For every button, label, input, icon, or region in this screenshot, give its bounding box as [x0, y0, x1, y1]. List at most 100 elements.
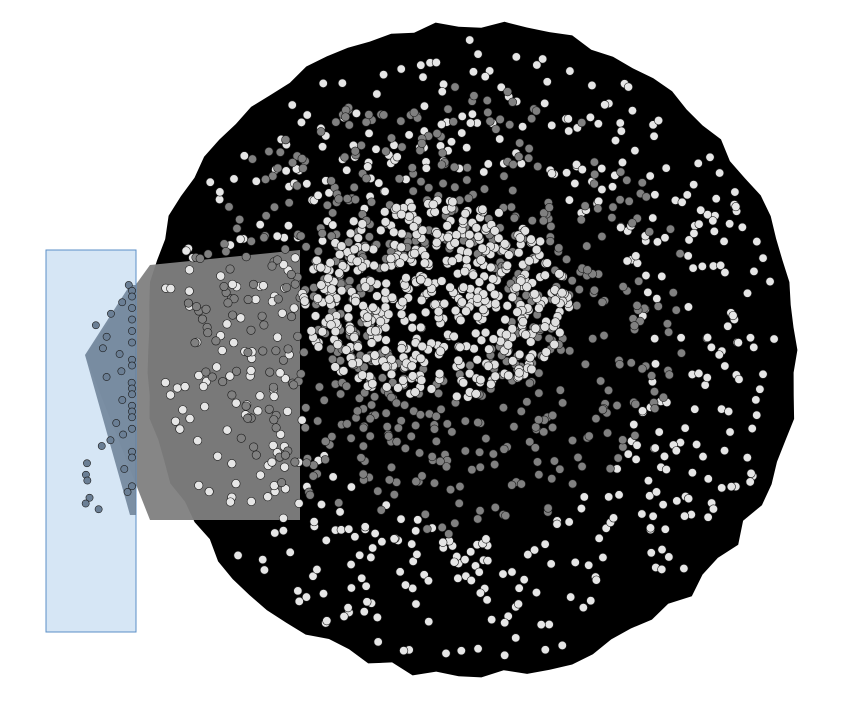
node-outer: [650, 359, 660, 369]
node-middle: [264, 147, 274, 157]
node-core: [370, 326, 381, 336]
node-core: [370, 350, 380, 360]
node-middle: [449, 162, 459, 172]
node-outer: [654, 427, 664, 437]
node-outer: [482, 595, 492, 605]
node-middle: [664, 327, 674, 337]
node-outer: [483, 556, 493, 566]
node-middle: [275, 147, 285, 157]
node-outer: [719, 236, 729, 246]
node-outer: [279, 260, 289, 270]
node-middle: [658, 392, 668, 402]
node-outer: [293, 586, 303, 596]
node-outer: [372, 612, 382, 622]
node-outer: [172, 383, 182, 393]
node-core: [550, 317, 561, 327]
node-middle: [269, 202, 279, 212]
node-outer: [355, 550, 365, 560]
node-outer: [523, 550, 533, 560]
node-middle: [431, 411, 441, 421]
node-core: [432, 229, 442, 239]
node-middle: [221, 247, 231, 257]
node-outer: [752, 237, 762, 247]
node-middle: [613, 453, 623, 463]
node-middle: [386, 133, 396, 143]
node-core: [380, 207, 390, 217]
node-outer: [407, 539, 417, 549]
node-outer: [577, 165, 587, 175]
node-outer: [297, 415, 307, 425]
left-edge-fan: [85, 250, 300, 520]
node-middle: [365, 414, 375, 424]
node-outer: [479, 167, 489, 177]
node-middle: [544, 333, 554, 343]
node-outer: [498, 569, 508, 579]
node-middle: [634, 276, 644, 286]
node-middle: [429, 424, 439, 434]
node-middle: [282, 282, 292, 292]
node-core: [368, 302, 378, 313]
node-outer: [758, 253, 768, 263]
node-selected: [128, 315, 136, 324]
node-core: [341, 345, 351, 355]
node-outer: [687, 468, 697, 478]
node-middle: [424, 183, 434, 193]
node-outer: [465, 118, 475, 128]
node-middle: [548, 423, 558, 433]
node-outer: [645, 523, 655, 533]
node-core: [366, 338, 377, 348]
node-middle: [381, 146, 391, 156]
node-core: [540, 322, 550, 332]
node-outer: [359, 607, 369, 617]
node-core: [514, 349, 525, 360]
node-core: [386, 253, 396, 264]
node-core: [464, 368, 475, 379]
node-outer: [233, 550, 243, 560]
node-middle: [436, 404, 446, 414]
node-outer: [540, 539, 550, 549]
node-core: [490, 299, 501, 309]
node-middle: [370, 392, 380, 402]
node-core: [534, 303, 544, 313]
node-core: [383, 309, 394, 319]
node-middle: [224, 202, 234, 212]
node-middle: [448, 117, 458, 127]
node-middle: [241, 401, 251, 411]
node-outer: [316, 499, 326, 509]
node-core: [326, 320, 336, 330]
node-outer: [557, 640, 567, 650]
node-outer: [313, 190, 323, 200]
node-core: [375, 316, 386, 327]
node-middle: [377, 373, 387, 383]
node-outer: [594, 533, 604, 543]
node-selected: [83, 459, 91, 468]
node-outer: [216, 271, 226, 281]
node-middle: [437, 148, 447, 158]
node-middle: [599, 331, 609, 341]
node-core: [353, 342, 363, 352]
node-outer: [282, 406, 292, 416]
node-outer: [301, 592, 311, 602]
node-core: [352, 256, 362, 267]
node-selected: [83, 476, 92, 485]
node-outer: [566, 592, 576, 602]
node-outer: [424, 617, 434, 627]
node-middle: [649, 387, 659, 397]
node-outer: [684, 494, 694, 504]
node-outer: [737, 222, 747, 232]
node-middle: [228, 310, 238, 320]
node-outer: [622, 256, 632, 266]
node-middle: [582, 241, 592, 251]
node-outer: [746, 468, 756, 478]
node-core: [460, 266, 470, 277]
node-outer: [698, 452, 708, 462]
node-core: [472, 355, 482, 365]
node-outer: [400, 580, 410, 590]
node-core: [480, 327, 491, 338]
node-core: [432, 237, 442, 248]
node-middle: [322, 200, 332, 210]
node-outer: [287, 100, 297, 110]
node-core: [416, 353, 426, 364]
node-outer: [222, 319, 232, 329]
